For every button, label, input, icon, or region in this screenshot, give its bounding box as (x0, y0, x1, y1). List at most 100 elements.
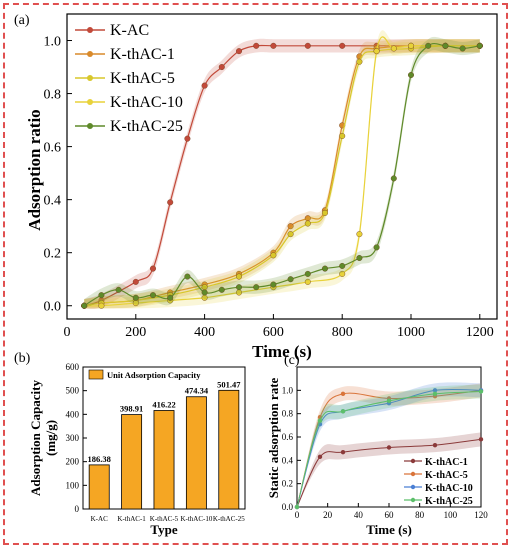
panel-a-legend-marker-K-thAC-25 (87, 123, 93, 129)
panel-a-point-K-thAC-10 (304, 278, 311, 285)
panel-b-ytick-label: 600 (66, 362, 80, 372)
panel-a-ytick-label: 0.2 (44, 247, 62, 262)
panel-a-point-K-thAC-25 (304, 270, 311, 277)
panel-c-xtick-label: 100 (444, 510, 458, 520)
panel-b-data-label: 416.22 (152, 399, 175, 409)
panel-a-point-K-thAC-1 (287, 223, 294, 230)
panel-a-point-K-thAC-25 (322, 265, 329, 272)
panel-c-line-K-thAC-1 (296, 438, 482, 508)
panel-a-xlabel: Time (s) (252, 342, 312, 361)
panel-a-point-K-thAC-5 (270, 252, 277, 259)
panel-a-point-K-AC (235, 48, 242, 55)
panel-b-legend-label: Unit Adsorption Capacity (107, 370, 201, 380)
panel-b-bar-K-thAC-25 (218, 389, 240, 510)
panel-c-point-K-thAC-1 (432, 442, 438, 448)
panel-a-point-K-thAC-10 (98, 302, 105, 309)
panel-a-point-K-thAC-5 (235, 273, 242, 280)
panel-c-point-K-thAC-25 (317, 418, 323, 423)
panel-a-legend-label: K-thAC-1 (110, 46, 175, 63)
panel-a-xtick-label: 1200 (466, 325, 494, 340)
panel-a-point-K-thAC-10 (390, 45, 397, 52)
panel-c-xtick-label: 0 (295, 510, 300, 520)
panel-c-xtick-label: 60 (385, 510, 395, 520)
panel-b-xtick-label: K-thAC-1 (117, 515, 146, 523)
panel-b-ytick-label: 300 (66, 433, 80, 443)
panel-b-ylabel-line2: (mg/g) (43, 420, 58, 456)
panel-a-point-K-thAC-5 (304, 220, 311, 227)
panel-a-point-K-AC (218, 64, 225, 71)
panel-a-point-K-thAC-25 (476, 42, 483, 49)
panel-a-point-K-thAC-10 (373, 48, 380, 55)
panel-a-point-K-thAC-25 (459, 45, 466, 52)
panel-a-point-K-AC (201, 82, 208, 89)
panel-b-ytick-label: 400 (66, 409, 80, 419)
panel-c-point-K-thAC-25 (340, 409, 346, 414)
panel-a-ytick-label: 0.6 (44, 141, 62, 156)
panel-a-point-K-AC (339, 42, 346, 49)
panel-c-xlabel: Time (s) (366, 522, 412, 537)
panel-a-point-K-thAC-10 (408, 42, 415, 49)
panel-a: Time (s) Adsorption ratio (25, 13, 498, 361)
panel-b-bar-K-AC (88, 464, 110, 510)
panel-a-point-K-thAC-25 (390, 175, 397, 182)
panel-a-xtick-label: 600 (263, 325, 284, 340)
panel-c-point-K-thAC-1 (478, 437, 484, 442)
panel-b-legend-swatch (88, 369, 104, 380)
panel-a-legend-label: K-thAC-5 (110, 70, 175, 87)
panel-a-legend-marker-K-thAC-10 (87, 99, 93, 105)
panel-c-xtick-label: 80 (415, 510, 425, 520)
panel-c-legend-marker-K-thAC-10 (410, 484, 416, 490)
panel-a-point-K-AC (149, 265, 156, 272)
panel-a-point-K-thAC-5 (339, 132, 346, 139)
panel-b-bar-K-thAC-10 (185, 396, 207, 510)
panel-a-xtick-label: 400 (194, 325, 215, 340)
panel-c-ylabel: Static adsorption rate (266, 377, 281, 498)
panel-b-bar-K-thAC-1 (121, 414, 143, 510)
panel-c-xtick-label: 40 (354, 510, 364, 520)
panel-a-point-K-thAC-25 (425, 42, 432, 49)
panel-a-ytick-label: 0.8 (44, 88, 62, 103)
panel-c-point-K-thAC-25 (386, 398, 392, 404)
panel-c-legend-marker-K-thAC-5 (410, 471, 416, 477)
panel-c-ytick-label: 0.2 (282, 479, 293, 489)
panel-a-legend-label: K-thAC-10 (110, 94, 183, 111)
panel-a-legend-label: K-thAC-25 (110, 118, 183, 135)
panel-a-point-K-thAC-25 (115, 286, 122, 293)
panel-b-data-label: 186.38 (88, 454, 111, 464)
panel-b-xlabel: Type (150, 522, 177, 537)
panel-a-marks: 0 200 400 600 800 1000 1200 0.0 0.2 0.4 0.6 0.8 1.0 K… (44, 22, 494, 340)
panel-c-point-K-thAC-1 (340, 449, 346, 455)
panel-a-xtick-label: 800 (332, 325, 353, 340)
panel-a-xtick-label: 0 (64, 325, 71, 340)
panel-c-legend-marker-K-thAC-25 (410, 497, 416, 503)
panel-a-point-K-thAC-25 (287, 276, 294, 283)
panel-a-point-K-thAC-25 (98, 292, 105, 299)
panel-a-ytick-label: 1.0 (44, 35, 62, 50)
panel-b-data-label: 398.91 (120, 404, 143, 414)
panel-b-data-label: 474.34 (185, 386, 209, 396)
panel-c-point-K-thAC-5 (340, 391, 346, 397)
panel-b-data-label: 501.47 (217, 379, 241, 389)
panel-a-legend-marker-K-thAC-5 (87, 75, 93, 81)
panel-a-ylabel: Adsorption ratio (25, 109, 44, 230)
panel-a-plot-frame (66, 13, 498, 320)
panel-a-point-K-thAC-25 (442, 42, 449, 49)
panel-c-point-K-thAC-25 (294, 504, 300, 510)
panel-a-point-K-thAC-25 (218, 286, 225, 293)
panel-c-band-K-thAC-25 (297, 384, 481, 507)
panel-b-xtick-label: K-thAC-10 (180, 515, 212, 523)
panel-b-xtick-label: K-thAC-5 (150, 515, 179, 523)
panel-c-ytick-label: 0.8 (282, 409, 294, 419)
panel-c-ytick-label: 0.6 (282, 432, 294, 442)
panel-a-point-K-thAC-25 (235, 284, 242, 291)
panel-c-legend-label: K-thAC-25 (425, 496, 473, 507)
panel-c-point-K-thAC-25 (432, 391, 438, 397)
panel-a-legend-marker-K-thAC-1 (87, 51, 93, 57)
panel-c-point-K-thAC-25 (478, 389, 484, 394)
panel-c-label: (c) (284, 353, 300, 368)
panel-c-marks: 0 20 40 60 80 100 120 0.0 0.2 0.4 0.6 0.8 1.0 K-thAC-… (282, 382, 488, 520)
panel-a-ytick-label: 0.4 (44, 194, 62, 209)
panel-b-marks: 0 100 200 300 400 500 600 186.38 K-AC 398.91 K-thA… (66, 362, 246, 523)
panel-b-ytick-label: 200 (66, 457, 80, 467)
